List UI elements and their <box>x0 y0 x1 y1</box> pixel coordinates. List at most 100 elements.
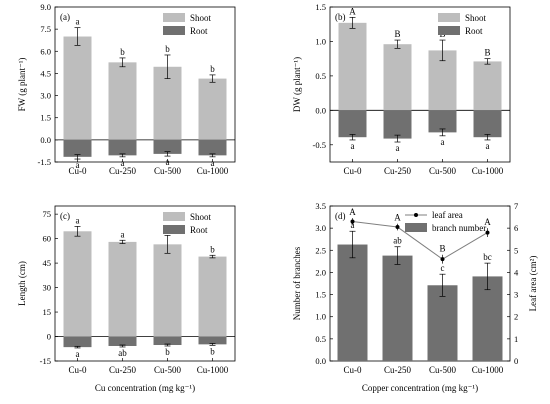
plot-frame <box>54 6 236 163</box>
significance-letter: B <box>394 29 400 39</box>
legend-swatch <box>163 225 185 234</box>
x-tick-label: Cu-500 <box>154 166 182 176</box>
panel-2: -15 0 15 30 45 60 75 Cu-0 Cu-250 Cu-500 Cu-1000 a a a… <box>17 205 236 393</box>
significance-letter: a <box>486 141 490 151</box>
y-axis-label: DW (g plant⁻¹) <box>292 57 302 112</box>
legend-label: Root <box>465 26 483 36</box>
bar-branch-number <box>472 276 503 361</box>
significance-letter: b <box>210 346 215 356</box>
bar-root <box>153 139 182 154</box>
significance-letter: a <box>351 220 355 230</box>
plot-frame <box>54 205 236 362</box>
y-tick-label: 9.0 <box>40 2 51 12</box>
significance-letter: b <box>210 64 215 74</box>
y-tick-label: 0.5 <box>315 71 326 81</box>
line-point <box>485 230 490 235</box>
y-tick-label: 3.0 <box>40 91 51 101</box>
x-tick-label: Cu-1000 <box>197 365 229 375</box>
y-tick-label: 1.0 <box>315 312 326 322</box>
significance-letter: B <box>484 48 490 58</box>
legend-swatch <box>163 26 185 35</box>
x-tick-label: Cu-500 <box>429 166 457 176</box>
panel-label: (b) <box>335 12 346 22</box>
bar-shoot <box>383 44 412 111</box>
y-tick-label: 2.0 <box>315 267 326 277</box>
x-tick-label: Cu-250 <box>109 365 137 375</box>
bar-branch-number <box>382 255 413 361</box>
significance-letter: A <box>484 217 491 227</box>
legend-swatch <box>438 13 460 22</box>
y-tick-label: -15 <box>40 356 51 366</box>
x-tick-label: Cu-500 <box>429 365 457 375</box>
bar-root <box>198 336 227 345</box>
significance-letter: a <box>166 157 170 167</box>
y-tick-label: 7.5 <box>40 24 51 34</box>
y2-tick-label: 0 <box>514 356 518 366</box>
significance-letter: a <box>121 158 125 168</box>
x-tick-label: Cu-1000 <box>472 365 504 375</box>
y-axis-label: FW (g plant⁻¹) <box>17 58 27 112</box>
y2-axis-label: Leaf area (cm²) <box>528 256 538 312</box>
y-tick-label: 0 <box>47 332 51 342</box>
legend-swatch <box>405 223 427 232</box>
y-tick-label: 45 <box>43 258 52 268</box>
y2-tick-label: 7 <box>514 201 518 211</box>
bar-shoot <box>198 256 227 337</box>
y-tick-label: 0.0 <box>40 135 51 145</box>
y2-tick-label: 2 <box>514 312 518 322</box>
y-tick-label: 6.0 <box>40 46 51 56</box>
y-tick-label: 3.5 <box>315 201 326 211</box>
legend-swatch <box>163 212 185 221</box>
bar-root <box>63 139 92 157</box>
bar-root <box>108 336 137 346</box>
bar-root <box>153 336 182 346</box>
legend-label: Root <box>190 225 208 235</box>
significance-letter: ab <box>118 348 127 358</box>
significance-letter: a <box>351 141 355 151</box>
y-tick-label: 0.0 <box>315 105 326 115</box>
y-tick-label: 0.5 <box>315 334 326 344</box>
plot-frame <box>329 205 511 362</box>
bar-shoot <box>338 22 367 111</box>
y-tick-label: 3.0 <box>315 223 326 233</box>
legend-swatch <box>163 13 185 22</box>
bar-root <box>383 110 412 139</box>
y-tick-label: 4.5 <box>40 68 51 78</box>
y-tick-label: 75 <box>43 209 52 219</box>
bar-root <box>63 336 92 348</box>
plot-frame <box>329 6 511 163</box>
y2-tick-label: 5 <box>514 245 518 255</box>
significance-letter: a <box>76 160 80 170</box>
legend-label: leaf area <box>432 210 463 220</box>
panel-3: 0.0 0.5 1.0 1.5 2.0 2.5 3.0 3.5 0 1 2 3 4 5 6 7 Cu-0 Cu-2… <box>292 201 538 393</box>
y-tick-label: 1.5 <box>315 2 326 12</box>
bar-root <box>428 110 457 133</box>
y2-tick-label: 4 <box>514 267 519 277</box>
x-tick-label: Cu-250 <box>109 166 137 176</box>
legend-marker <box>414 213 418 217</box>
line-leaf-area <box>352 221 488 260</box>
panel-label: (c) <box>60 211 70 221</box>
y-tick-label: 1.5 <box>40 113 51 123</box>
bar-shoot <box>108 241 137 337</box>
y-tick-label: -0.5 <box>313 140 326 150</box>
significance-letter: A <box>349 6 356 16</box>
y-tick-label: 1.5 <box>315 290 326 300</box>
x-tick-label: Cu-0 <box>69 166 88 176</box>
x-tick-label: Cu-0 <box>69 365 88 375</box>
significance-letter: A <box>394 213 401 223</box>
x-tick-label: Cu-250 <box>384 166 412 176</box>
significance-letter: a <box>76 215 80 225</box>
y2-tick-label: 1 <box>514 334 518 344</box>
significance-letter: bc <box>483 252 492 262</box>
significance-letter: c <box>441 263 445 273</box>
bar-shoot <box>153 244 182 337</box>
bar-branch-number <box>427 285 458 361</box>
line-point <box>440 257 445 262</box>
legend-label: Shoot <box>190 13 212 23</box>
significance-letter: A <box>349 207 356 217</box>
panel-label: (d) <box>335 211 346 221</box>
bar-root <box>473 110 502 138</box>
y-tick-label: 2.5 <box>315 245 326 255</box>
